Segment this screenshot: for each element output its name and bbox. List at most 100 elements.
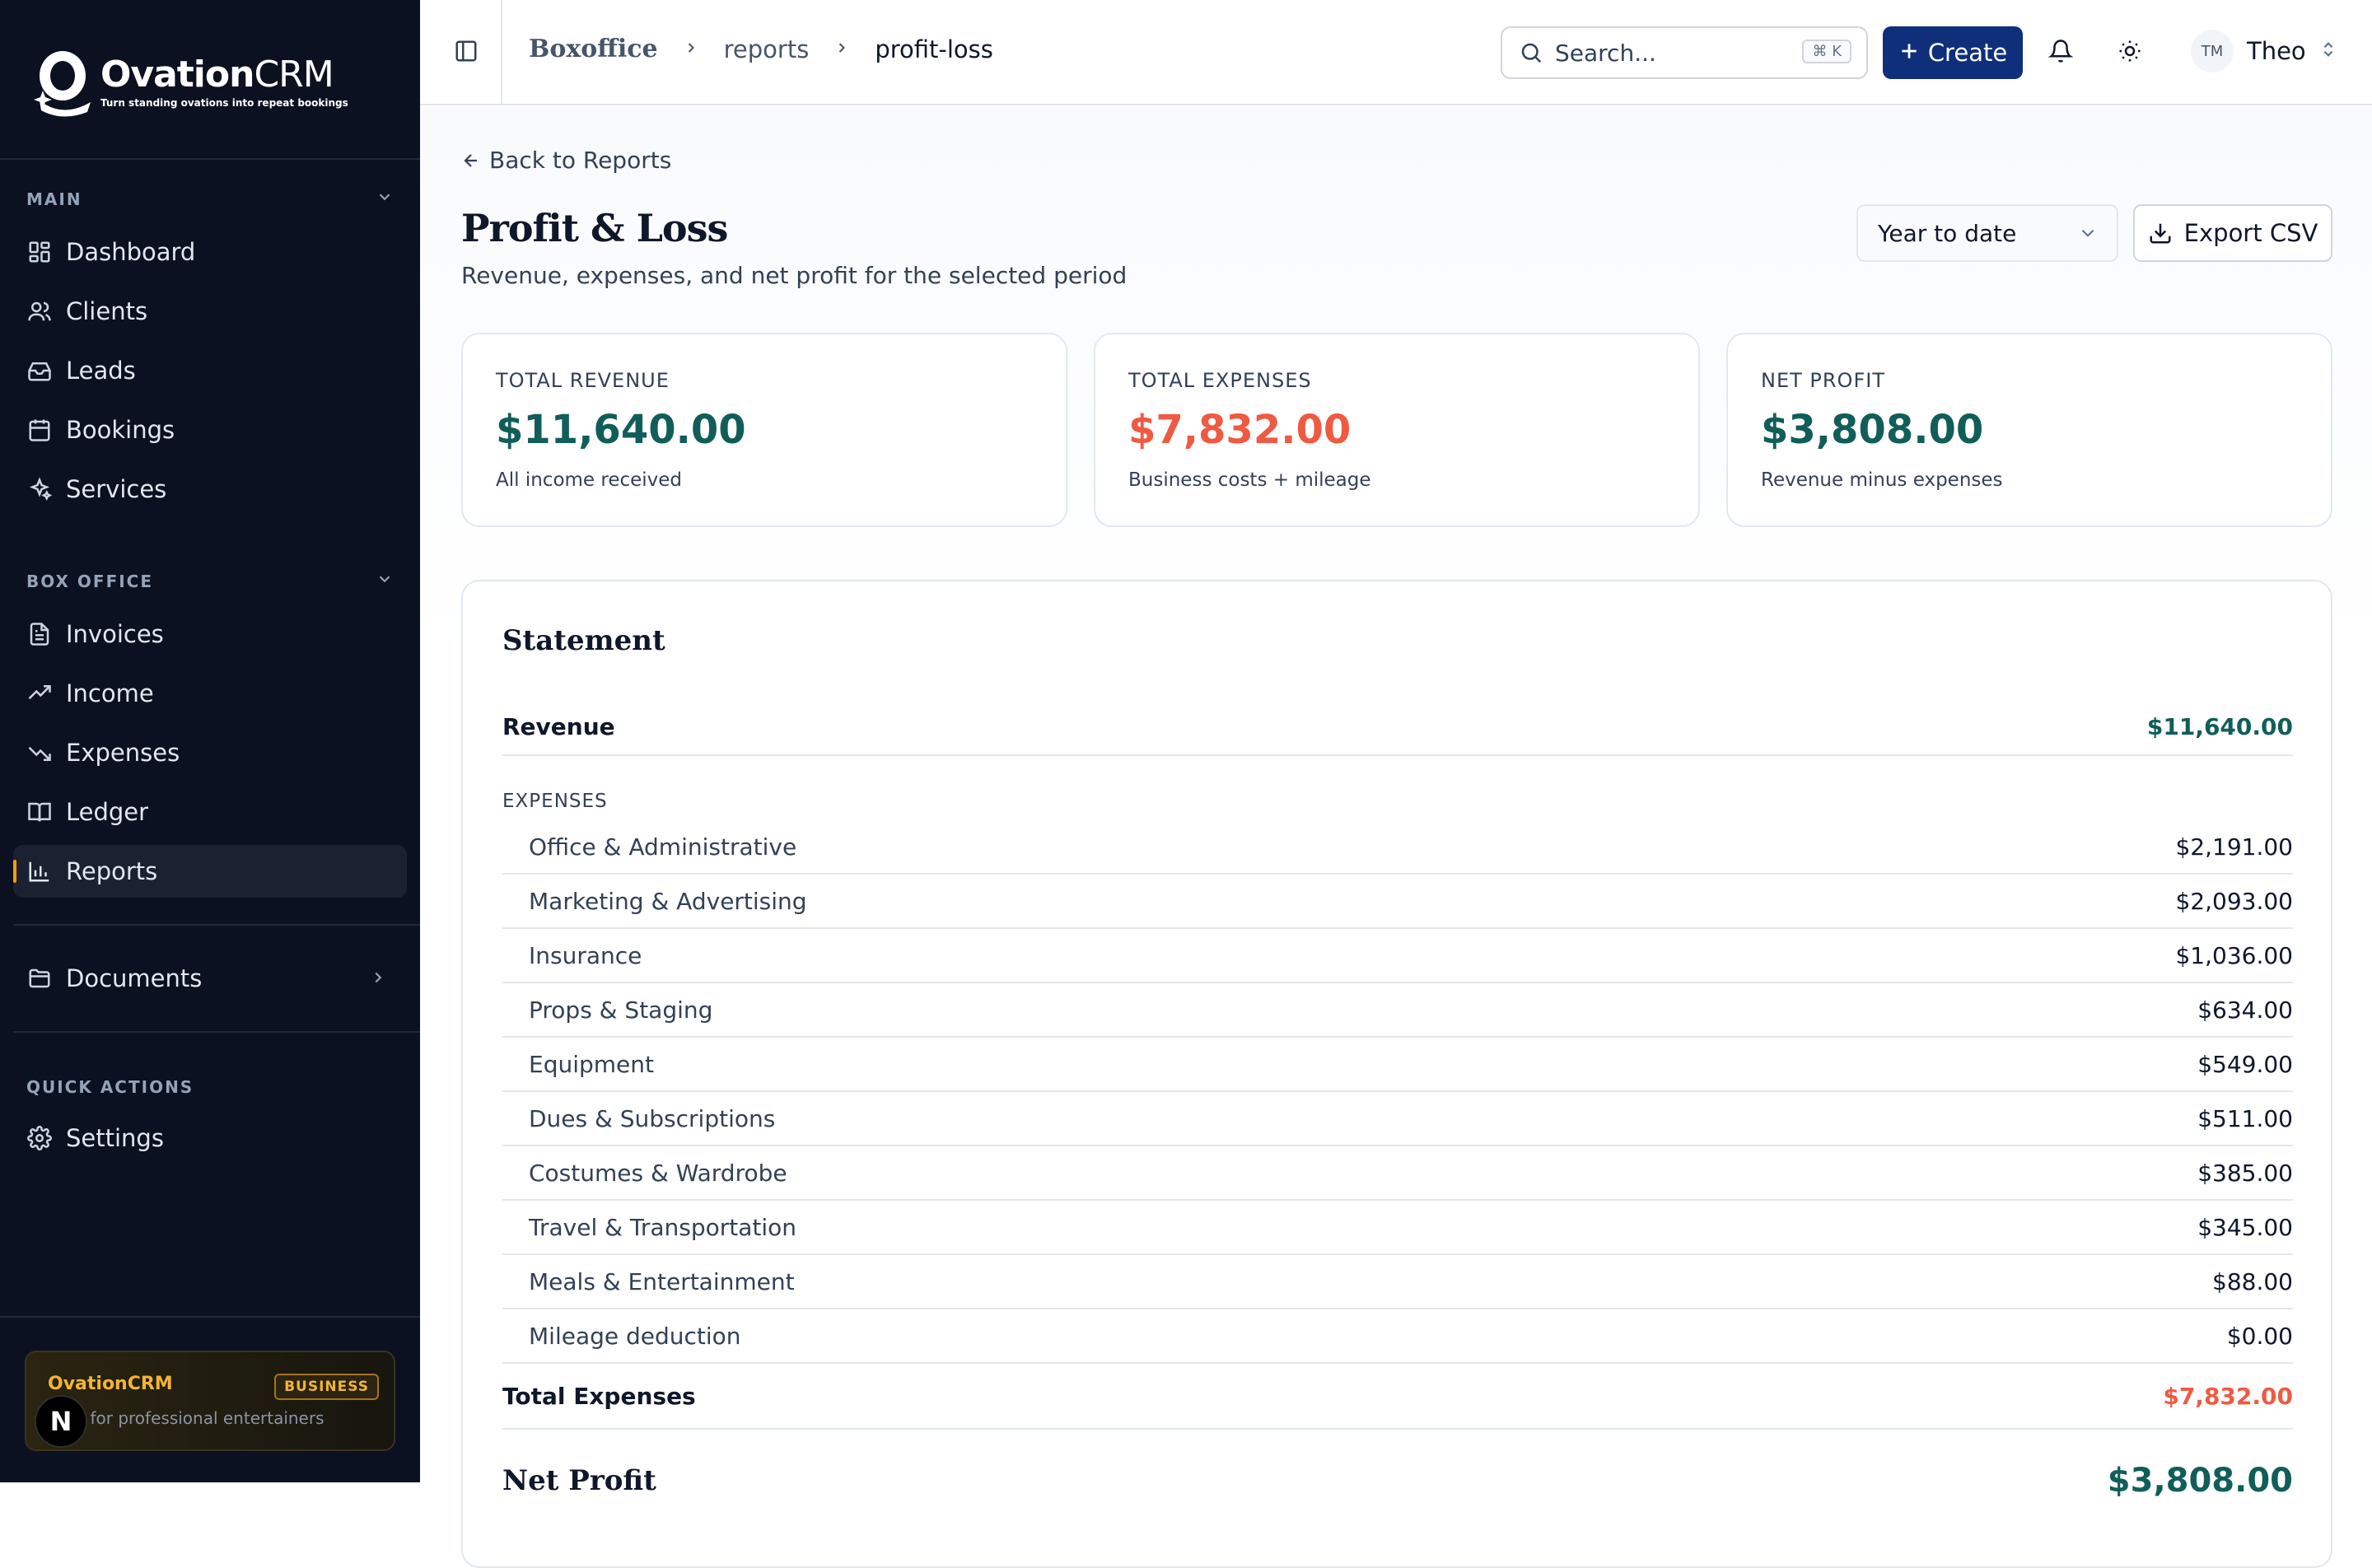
chevron-right-icon	[683, 37, 699, 62]
period-selected-value: Year to date	[1878, 219, 2017, 247]
page-title: Profit & Loss	[461, 206, 728, 250]
sidebar: OvationCRM Turn standing ovations into r…	[0, 0, 420, 1482]
sidebar-item-label: Invoices	[66, 620, 164, 648]
topbar-divider	[501, 0, 502, 105]
sidebar-item-label: Ledger	[66, 798, 149, 826]
back-to-reports-link[interactable]: Back to Reports	[461, 147, 671, 174]
create-button[interactable]: Create	[1883, 26, 2023, 79]
sidebar-item-label: Documents	[66, 964, 203, 992]
sidebar-item-bookings[interactable]: Bookings	[13, 404, 407, 456]
sidebar-item-label: Bookings	[66, 416, 175, 444]
kpi-label: TOTAL EXPENSES	[1128, 369, 1312, 392]
expenses-section-label: EXPENSES	[502, 791, 608, 812]
expense-amount: $549.00	[2197, 1050, 2293, 1078]
sidebar-item-leads[interactable]: Leads	[13, 344, 407, 397]
inbox-icon	[26, 357, 53, 384]
folder-icon	[26, 965, 53, 992]
search-input[interactable]: Search... ⌘ K	[1501, 26, 1868, 79]
sidebar-divider	[13, 924, 420, 926]
plan-card-subtitle: CRM for professional entertainers	[48, 1408, 325, 1428]
expense-row: Marketing & Advertising $2,093.00	[502, 875, 2293, 929]
breadcrumb-current: profit-loss	[875, 35, 993, 63]
section-main-header[interactable]: MAIN	[26, 188, 394, 210]
plan-card[interactable]: OvationCRM BUSINESS CRM for professional…	[25, 1351, 395, 1451]
section-main-label: MAIN	[26, 189, 82, 209]
search-placeholder: Search...	[1555, 39, 1656, 67]
export-csv-button[interactable]: Export CSV	[2133, 204, 2332, 262]
notifications-button[interactable]	[2044, 36, 2077, 69]
search-icon	[1519, 40, 1543, 65]
sidebar-item-income[interactable]: Income	[13, 667, 407, 720]
plan-card-title: OvationCRM	[48, 1374, 173, 1394]
theme-toggle-button[interactable]	[2113, 36, 2146, 69]
sidebar-toggle-button[interactable]	[450, 36, 483, 69]
sidebar-item-settings[interactable]: Settings	[13, 1112, 407, 1164]
period-select[interactable]: Year to date	[1856, 204, 2118, 262]
trending-down-icon	[26, 740, 53, 766]
sidebar-item-clients[interactable]: Clients	[13, 285, 407, 338]
net-profit-label: Net Profit	[502, 1464, 656, 1497]
expense-amount: $345.00	[2197, 1213, 2293, 1241]
topbar: Boxoffice reports profit-loss Search... …	[420, 0, 2372, 105]
expense-row: Dues & Subscriptions $511.00	[502, 1092, 2293, 1146]
chevron-right-icon	[833, 37, 850, 62]
kpi-label: TOTAL REVENUE	[496, 369, 670, 392]
section-boxoffice-header[interactable]: BOX OFFICE	[26, 570, 394, 592]
brand[interactable]: OvationCRM Turn standing ovations into r…	[25, 41, 348, 120]
download-icon	[2148, 221, 2173, 245]
expense-category: Costumes & Wardrobe	[529, 1159, 787, 1187]
total-expenses-value: $7,832.00	[2163, 1382, 2293, 1410]
back-label: Back to Reports	[489, 147, 672, 174]
sidebar-item-dashboard[interactable]: Dashboard	[13, 226, 407, 278]
expense-row: Insurance $1,036.00	[502, 929, 2293, 983]
sparkles-icon	[26, 476, 53, 502]
expense-category: Office & Administrative	[529, 833, 797, 861]
arrow-left-icon	[461, 151, 481, 170]
kpi-card-total-expenses: TOTAL EXPENSES $7,832.00 Business costs …	[1094, 333, 1700, 527]
chevron-right-icon	[369, 964, 387, 992]
expense-amount: $511.00	[2197, 1104, 2293, 1132]
chevron-down-icon	[376, 570, 394, 592]
net-profit-row: Net Profit $3,808.00	[502, 1456, 2293, 1505]
kpi-note: Revenue minus expenses	[1761, 469, 2003, 491]
kpi-value: $11,640.00	[496, 407, 746, 453]
create-label: Create	[1927, 39, 2008, 67]
kpi-label: NET PROFIT	[1761, 369, 1885, 392]
sidebar-item-label: Services	[66, 475, 167, 503]
n-badge-button[interactable]: N	[35, 1395, 87, 1448]
plan-badge: BUSINESS	[274, 1374, 379, 1400]
revenue-label: Revenue	[502, 712, 615, 740]
sidebar-divider	[13, 1031, 420, 1033]
user-menu[interactable]: TM Theo	[2191, 30, 2337, 72]
document-icon	[26, 621, 53, 647]
total-expenses-row: Total Expenses $7,832.00	[502, 1364, 2293, 1430]
kpi-card-total-revenue: TOTAL REVENUE $11,640.00 All income rece…	[461, 333, 1067, 527]
sidebar-item-label: Reports	[66, 857, 158, 885]
expense-amount: $0.00	[2226, 1322, 2293, 1350]
sidebar-item-reports[interactable]: Reports	[13, 845, 407, 898]
brand-tagline: Turn standing ovations into repeat booki…	[100, 96, 348, 109]
expense-row: Equipment $549.00	[502, 1038, 2293, 1092]
expense-category: Props & Staging	[529, 996, 713, 1024]
user-name: Theo	[2247, 37, 2306, 65]
sidebar-item-invoices[interactable]: Invoices	[13, 608, 407, 660]
breadcrumb-boxoffice[interactable]: Boxoffice	[529, 35, 658, 63]
expense-row: Office & Administrative $2,191.00	[502, 820, 2293, 875]
statement-card: Statement Revenue $11,640.00 EXPENSES Of…	[461, 580, 2332, 1568]
sidebar-item-services[interactable]: Services	[13, 463, 407, 516]
net-profit-value: $3,808.00	[2107, 1462, 2293, 1500]
breadcrumb-reports[interactable]: reports	[723, 35, 810, 63]
sidebar-item-documents[interactable]: Documents	[13, 952, 407, 1005]
expense-category: Travel & Transportation	[529, 1213, 797, 1241]
sidebar-toggle-icon	[454, 39, 479, 67]
sidebar-divider	[0, 158, 420, 160]
sidebar-item-ledger[interactable]: Ledger	[13, 786, 407, 838]
sidebar-item-label: Leads	[66, 357, 136, 385]
sidebar-item-expenses[interactable]: Expenses	[13, 726, 407, 779]
breadcrumb: Boxoffice reports profit-loss	[529, 35, 993, 63]
avatar: TM	[2191, 30, 2234, 72]
sidebar-divider	[0, 1316, 420, 1318]
search-shortcut: ⌘ K	[1802, 40, 1851, 63]
dashboard-icon	[26, 239, 53, 265]
bar-chart-icon	[26, 858, 53, 884]
